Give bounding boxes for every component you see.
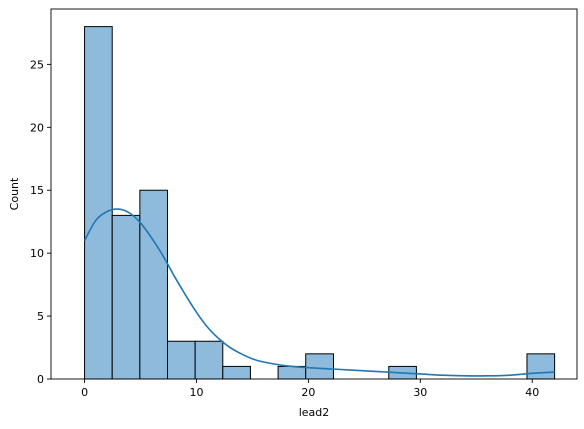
histogram-bar (305, 353, 334, 380)
histogram-bar (111, 214, 141, 380)
histogram-bar (139, 189, 169, 380)
histogram-bar (526, 353, 556, 380)
y-tick-label: 0 (37, 373, 44, 386)
y-axis-ticks: 0 5 10 15 20 25 (30, 58, 51, 386)
histogram-bars (84, 26, 556, 380)
y-tick-label: 20 (30, 121, 44, 134)
histogram-bar (84, 26, 113, 380)
y-tick-label: 5 (37, 310, 44, 323)
y-tick-label: 15 (30, 184, 44, 197)
kde-curve (83, 208, 555, 377)
histogram-bar (277, 365, 307, 380)
axes-frame (50, 8, 578, 380)
x-tick-label: 20 (301, 386, 315, 399)
histogram-bar (167, 340, 196, 380)
y-tick-label: 10 (30, 247, 44, 260)
y-axis-label: Count (8, 177, 21, 210)
y-tick-label: 25 (30, 58, 44, 71)
x-tick-label: 30 (413, 386, 427, 399)
x-axis-label: lead2 (299, 406, 330, 419)
histogram-bar (194, 340, 224, 380)
x-tick-label: 40 (525, 386, 539, 399)
histogram-bar (222, 365, 251, 380)
x-axis-ticks: 0 10 20 30 40 (81, 379, 539, 399)
x-tick-label: 10 (189, 386, 203, 399)
x-tick-label: 0 (81, 386, 88, 399)
